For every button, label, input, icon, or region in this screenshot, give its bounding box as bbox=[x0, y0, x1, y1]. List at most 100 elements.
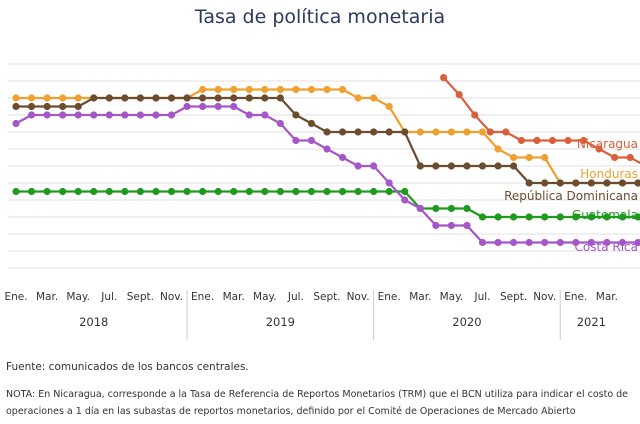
data-point-honduras bbox=[338, 85, 347, 94]
data-point-costa-rica bbox=[447, 221, 455, 230]
data-point-costa-rica bbox=[245, 111, 253, 119]
data-point-honduras bbox=[245, 85, 253, 94]
data-point-honduras bbox=[478, 128, 487, 136]
data-point-guatemala bbox=[478, 213, 487, 221]
x-tick-label: Sept. bbox=[127, 291, 154, 303]
data-point-costa-rica bbox=[416, 204, 424, 213]
data-point-costa-rica bbox=[90, 111, 98, 119]
data-point-republica-dominicana bbox=[525, 179, 533, 187]
data-point-honduras bbox=[261, 85, 269, 94]
data-point-honduras bbox=[509, 153, 518, 162]
data-point-republica-dominicana bbox=[90, 94, 98, 102]
data-point-guatemala bbox=[634, 213, 640, 221]
data-point-nicaragua bbox=[440, 74, 448, 82]
data-point-costa-rica bbox=[338, 153, 347, 162]
data-point-costa-rica bbox=[43, 111, 51, 119]
series-line-nicaragua bbox=[442, 76, 640, 165]
data-point-guatemala bbox=[618, 213, 627, 221]
data-point-honduras bbox=[323, 85, 331, 94]
data-point-costa-rica bbox=[634, 238, 640, 247]
data-point-nicaragua bbox=[611, 153, 619, 162]
data-point-nicaragua bbox=[579, 136, 588, 145]
data-point-guatemala bbox=[59, 187, 67, 196]
x-tick-label: Jul. bbox=[100, 291, 117, 303]
x-tick-label: Sept. bbox=[500, 291, 527, 303]
data-point-guatemala bbox=[183, 187, 191, 196]
x-tick-label: Mar. bbox=[596, 291, 618, 303]
data-point-republica-dominicana bbox=[587, 179, 595, 187]
data-point-republica-dominicana bbox=[447, 162, 455, 170]
data-point-costa-rica bbox=[463, 221, 471, 230]
data-point-guatemala bbox=[385, 187, 393, 196]
data-point-guatemala bbox=[494, 213, 502, 221]
data-point-republica-dominicana bbox=[245, 94, 253, 102]
data-point-republica-dominicana bbox=[572, 179, 580, 187]
x-tick-label: Sept. bbox=[313, 291, 340, 303]
data-point-guatemala bbox=[572, 213, 580, 221]
data-point-costa-rica bbox=[556, 238, 564, 247]
data-point-costa-rica bbox=[183, 102, 191, 111]
data-point-costa-rica bbox=[59, 111, 67, 119]
data-point-republica-dominicana bbox=[323, 128, 331, 136]
data-point-guatemala bbox=[27, 187, 36, 196]
series-label-nicaragua: Nicaragua bbox=[577, 137, 638, 151]
data-point-honduras bbox=[525, 153, 533, 162]
data-point-guatemala bbox=[338, 187, 347, 196]
data-point-guatemala bbox=[541, 213, 549, 221]
data-point-guatemala bbox=[603, 213, 611, 221]
data-point-nicaragua bbox=[455, 91, 463, 99]
data-point-guatemala bbox=[12, 187, 20, 196]
data-point-nicaragua bbox=[517, 136, 525, 145]
series-line-honduras bbox=[16, 88, 638, 185]
x-tick-label: Nov. bbox=[160, 291, 183, 303]
data-point-republica-dominicana bbox=[494, 162, 502, 170]
data-point-costa-rica bbox=[199, 102, 207, 111]
data-point-republica-dominicana bbox=[230, 94, 238, 102]
series-label-guatemala: Guatemala bbox=[572, 208, 638, 222]
data-point-costa-rica bbox=[432, 221, 440, 230]
data-point-guatemala bbox=[152, 187, 160, 196]
x-tick-label: Jul. bbox=[473, 291, 490, 303]
data-point-republica-dominicana bbox=[136, 94, 144, 102]
data-point-honduras bbox=[354, 94, 362, 102]
data-point-costa-rica bbox=[587, 238, 595, 247]
data-point-republica-dominicana bbox=[152, 94, 160, 102]
year-label: 2019 bbox=[266, 315, 295, 329]
data-point-honduras bbox=[292, 85, 300, 94]
data-point-guatemala bbox=[245, 187, 253, 196]
data-point-guatemala bbox=[587, 213, 595, 221]
data-point-honduras bbox=[230, 85, 238, 94]
data-point-republica-dominicana bbox=[74, 102, 82, 111]
data-point-honduras bbox=[214, 85, 222, 94]
data-point-costa-rica bbox=[370, 162, 378, 170]
x-tick-label: Ene. bbox=[378, 291, 401, 303]
x-tick-label: Mar. bbox=[409, 291, 431, 303]
series-line-costa-rica bbox=[15, 105, 638, 244]
x-tick-label: Mar. bbox=[223, 291, 245, 303]
x-tick-label: Ene. bbox=[4, 291, 27, 303]
data-point-honduras bbox=[74, 94, 82, 102]
data-point-republica-dominicana bbox=[12, 102, 20, 111]
data-point-guatemala bbox=[292, 187, 300, 196]
data-point-costa-rica bbox=[261, 111, 269, 119]
data-point-costa-rica bbox=[401, 196, 409, 204]
data-point-honduras bbox=[276, 85, 284, 94]
data-point-honduras bbox=[494, 145, 502, 153]
data-point-guatemala bbox=[43, 187, 51, 196]
x-tick-label: Jul. bbox=[287, 291, 304, 303]
data-point-costa-rica bbox=[525, 238, 533, 247]
data-point-guatemala bbox=[323, 187, 331, 196]
data-point-nicaragua bbox=[626, 153, 634, 162]
data-point-costa-rica bbox=[478, 238, 487, 247]
x-tick-label: Nov. bbox=[533, 291, 556, 303]
data-point-costa-rica bbox=[541, 238, 549, 247]
data-point-guatemala bbox=[230, 187, 238, 196]
data-point-costa-rica bbox=[603, 238, 611, 247]
data-point-guatemala bbox=[525, 213, 533, 221]
data-point-republica-dominicana bbox=[121, 94, 129, 102]
data-point-costa-rica bbox=[307, 136, 316, 145]
data-point-nicaragua bbox=[502, 128, 510, 136]
data-point-costa-rica bbox=[74, 111, 82, 119]
data-point-costa-rica bbox=[12, 119, 20, 128]
data-point-costa-rica bbox=[292, 136, 300, 145]
